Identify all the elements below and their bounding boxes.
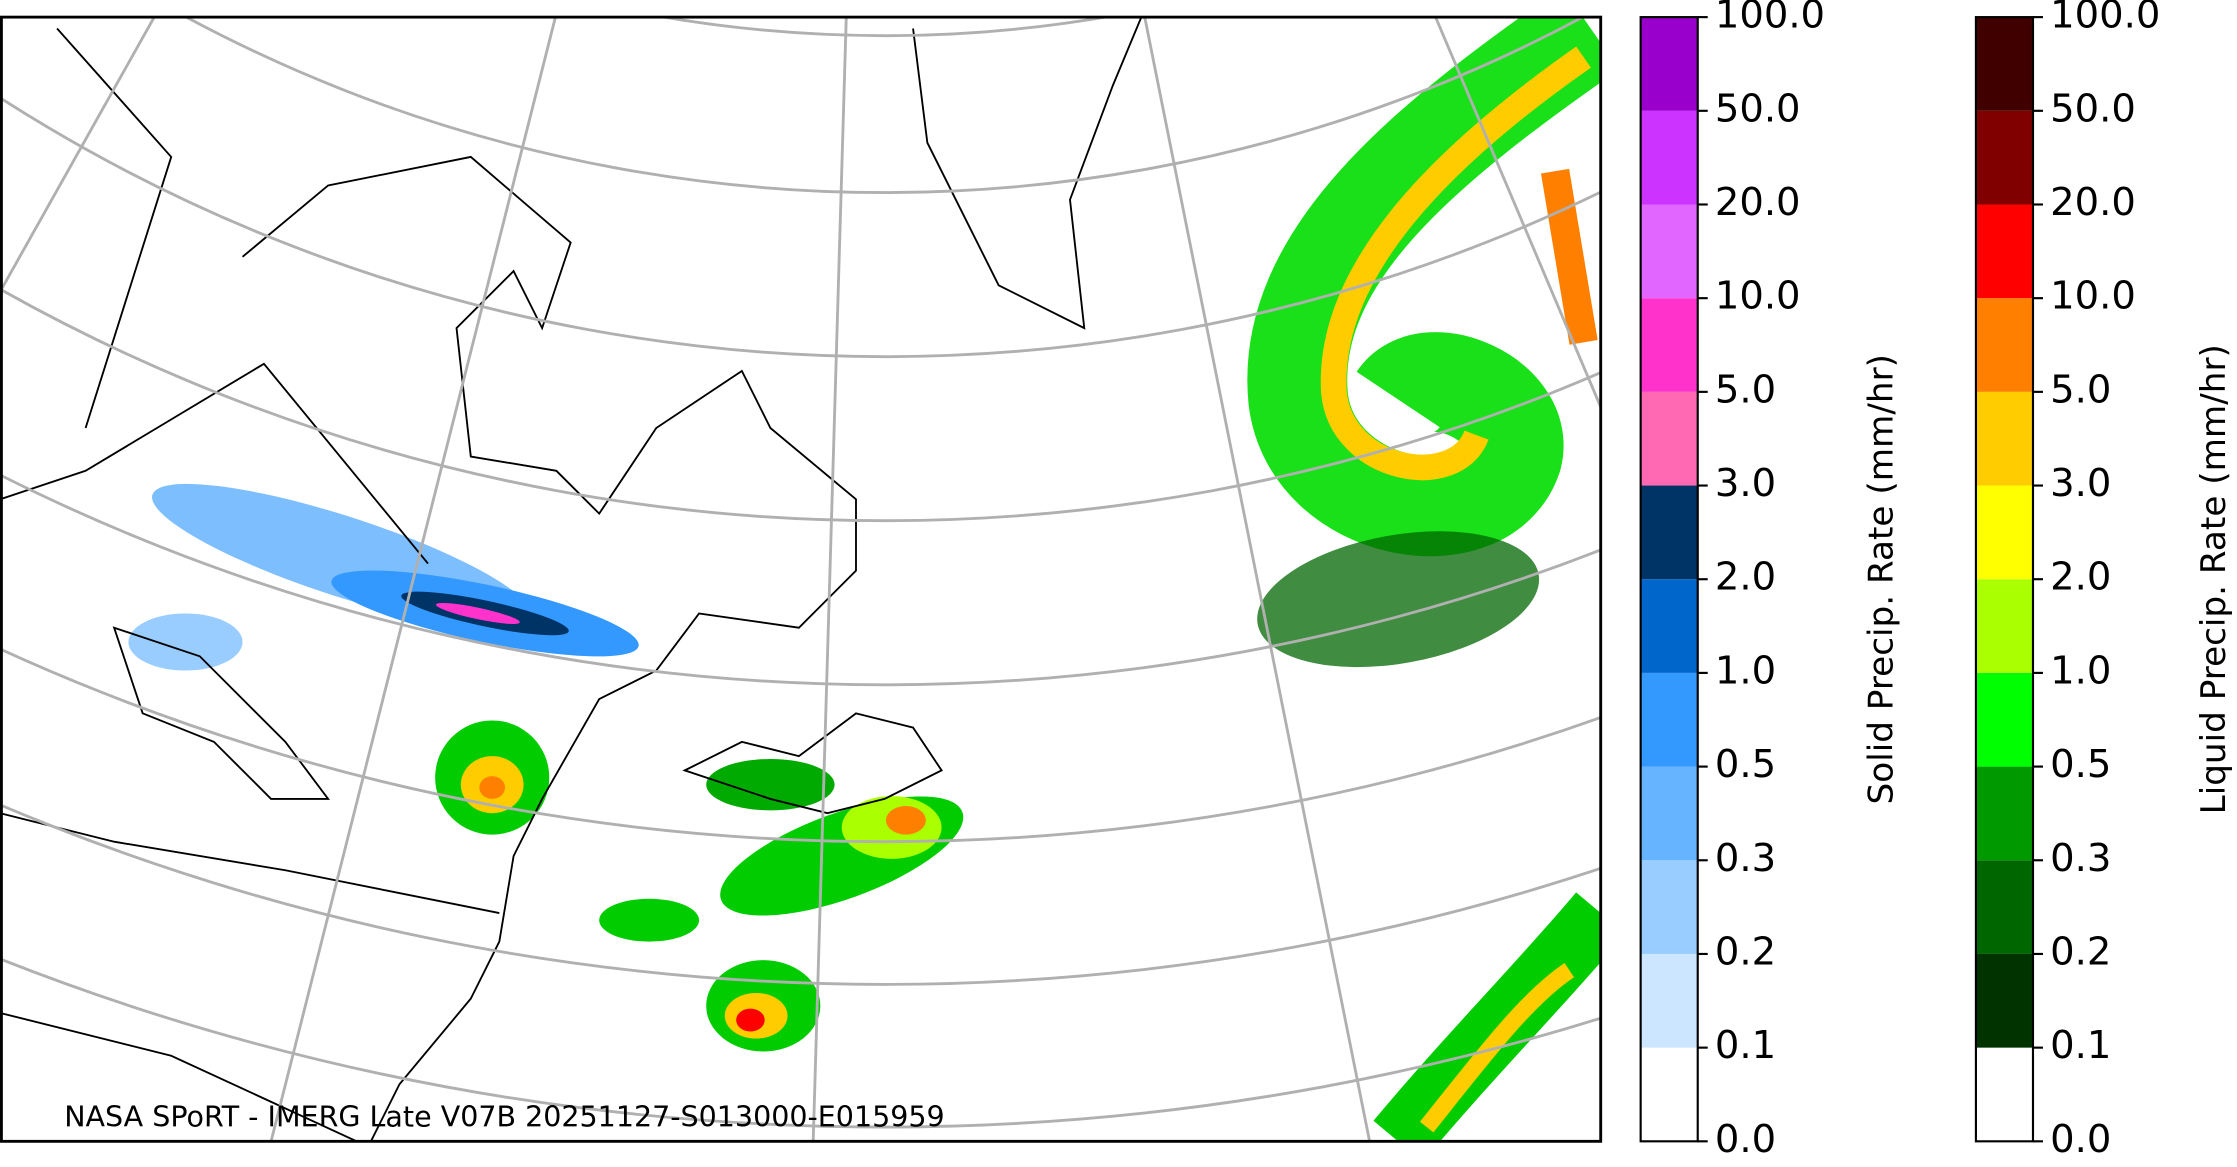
color-band <box>1975 391 2033 486</box>
tick-label: 3.0 <box>1715 461 1776 506</box>
tick-label: 0.0 <box>2050 1117 2111 1162</box>
tick-label: 2.0 <box>1715 555 1776 600</box>
color-band <box>1975 860 2033 954</box>
tick-label: 50.0 <box>1715 86 1801 131</box>
tick-label: 0.2 <box>1715 929 1776 974</box>
tick-label: 1.0 <box>1715 648 1776 693</box>
tick-label: 0.1 <box>1715 1023 1776 1068</box>
color-band <box>1975 110 2033 205</box>
color-band <box>1975 953 2033 1048</box>
tick-label: 0.3 <box>1715 836 1776 881</box>
color-band <box>1975 298 2033 392</box>
tick-label: 20.0 <box>1715 180 1801 225</box>
tick-label: 0.5 <box>2050 742 2111 787</box>
colorbar-label: Solid Precip. Rate (mm/hr) <box>1862 354 1902 804</box>
tick-label: 0.3 <box>2050 836 2111 881</box>
color-band <box>1975 1047 2033 1142</box>
tick-label: 1.0 <box>2050 648 2111 693</box>
tick-label: 0.0 <box>1715 1117 1776 1162</box>
tick-label: 5.0 <box>2050 367 2111 412</box>
color-band <box>1640 110 1698 205</box>
colorbar-label: Liquid Precip. Rate (mm/hr) <box>2194 344 2234 814</box>
footer-text: NASA SPoRT - IMERG Late V07B 20251127-S0… <box>64 1100 944 1133</box>
color-band <box>1975 204 2033 299</box>
color-band <box>1975 672 2033 767</box>
color-band <box>1640 579 1698 673</box>
colorbars: 0.0 0.1 0.2 0.3 0.5 1.0 2.0 3.0 5.0 10.0 20.0 50.0 1… <box>1639 0 2234 1162</box>
color-band <box>1640 672 1698 767</box>
map-frame <box>0 15 1603 1143</box>
color-band <box>1975 17 2033 111</box>
color-band <box>1640 391 1698 486</box>
tick-label: 10.0 <box>2050 274 2136 319</box>
tick-label: 20.0 <box>2050 180 2136 225</box>
color-band <box>1640 204 1698 299</box>
color-band <box>1640 860 1698 954</box>
graticule <box>1 17 1601 1142</box>
tick-label: 3.0 <box>2050 461 2111 506</box>
tick-label: 50.0 <box>2050 86 2136 131</box>
tick-label: 5.0 <box>1715 367 1776 412</box>
color-band <box>1640 1047 1698 1142</box>
tick-label: 100.0 <box>1715 0 1825 38</box>
color-band <box>1640 298 1698 392</box>
coastlines <box>1 17 1143 1142</box>
tick-label: 0.2 <box>2050 929 2111 974</box>
color-band <box>1975 579 2033 673</box>
tick-label: 0.5 <box>1715 742 1776 787</box>
tick-label: 2.0 <box>2050 555 2111 600</box>
color-band <box>1640 17 1698 111</box>
color-band <box>1975 766 2033 861</box>
map: NASA SPoRT - IMERG Late V07B 20251127-S0… <box>1 17 1601 1142</box>
tick-label: 100.0 <box>2050 0 2160 38</box>
color-band <box>1975 485 2033 580</box>
color-band <box>1640 766 1698 861</box>
tick-label: 0.1 <box>2050 1023 2111 1068</box>
tick-label: 10.0 <box>1715 274 1801 319</box>
color-band <box>1640 485 1698 580</box>
color-band <box>1640 953 1698 1048</box>
